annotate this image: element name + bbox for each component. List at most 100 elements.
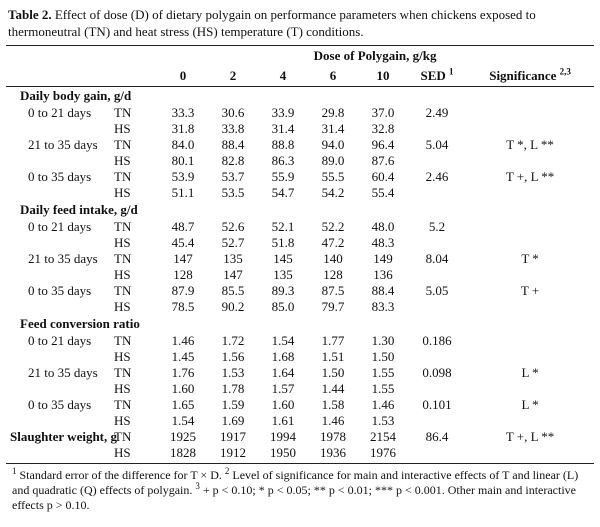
temperature-cell: TN <box>114 283 132 298</box>
table-row: 0 to 21 days TN 33.3 30.6 33.9 29.8 37.0 2.49 <box>6 105 594 121</box>
value-cell: 1.50 <box>321 365 345 380</box>
table-row: HS 1.54 1.69 1.61 1.46 1.53 <box>6 413 594 429</box>
value-cell: 1.53 <box>221 365 245 380</box>
value-cell: 1.60 <box>171 381 195 396</box>
value-cell: 1.54 <box>271 333 295 348</box>
value-cell: 128 <box>323 267 343 282</box>
sed-cell <box>408 185 466 201</box>
sed-cell <box>408 299 466 315</box>
value-cell: 60.4 <box>371 169 395 184</box>
value-cell: 128 <box>173 267 193 282</box>
value-cell: 1.54 <box>171 413 195 428</box>
value-cell: 1.44 <box>321 381 345 396</box>
table-document: Table 2. Effect of dose (D) of dietary p… <box>0 6 600 527</box>
temperature-cell: HS <box>114 153 131 168</box>
period-cell <box>6 121 114 137</box>
value-cell: 1.57 <box>271 381 295 396</box>
temperature-cell: TN <box>114 333 132 348</box>
caption-label: Table 2. <box>8 7 52 22</box>
table-row: 21 to 35 days TN 84.0 88.4 88.8 94.0 96.4 5.04 T… <box>6 137 594 153</box>
table-caption: Table 2. Effect of dose (D) of dietary p… <box>6 6 594 40</box>
performance-table: Dose of Polygain, g/kg 0 2 4 6 10 SED 1 … <box>6 46 595 462</box>
value-cell: 1.46 <box>321 413 345 428</box>
table-row: HS 31.8 33.8 31.4 31.4 32.8 <box>6 121 594 137</box>
value-cell: 1.55 <box>371 381 395 396</box>
value-cell: 1.77 <box>321 333 345 348</box>
value-cell: 82.8 <box>221 153 245 168</box>
bottom-rule <box>6 463 594 464</box>
value-cell: 53.5 <box>221 185 245 200</box>
significance-cell <box>466 445 594 461</box>
dose-header: Dose of Polygain, g/kg <box>313 48 437 63</box>
value-cell: 52.2 <box>321 219 345 234</box>
value-cell: 147 <box>173 251 193 266</box>
significance-cell: T +, L ** <box>505 429 555 444</box>
value-cell: 1936 <box>320 445 346 460</box>
section-header-row: Feed conversion ratio <box>6 315 594 333</box>
table-body: Daily body gain, g/d 0 to 21 days TN 33.3 30… <box>6 86 595 462</box>
value-cell: 54.7 <box>271 185 295 200</box>
significance-cell <box>466 267 594 283</box>
period-cell: 21 to 35 days <box>28 251 98 266</box>
sed-cell <box>408 413 466 429</box>
table-row: 0 to 35 days TN 53.9 53.7 55.9 55.5 60.4 2.46 T … <box>6 169 594 185</box>
sed-cell: 5.05 <box>425 283 449 298</box>
sed-cell: 86.4 <box>425 429 449 444</box>
value-cell: 145 <box>273 251 293 266</box>
temperature-cell: TN <box>114 397 132 412</box>
period-cell <box>6 185 114 201</box>
value-cell: 1.46 <box>371 397 395 412</box>
temperature-cell: HS <box>114 349 131 364</box>
value-cell: 52.7 <box>221 235 245 250</box>
significance-cell <box>466 381 594 397</box>
significance-cell <box>466 219 594 235</box>
significance-cell: T +, L ** <box>505 169 555 184</box>
period-cell: 0 to 35 days <box>28 283 92 298</box>
sed-cell: 0.186 <box>422 333 452 348</box>
value-cell: 1.45 <box>171 349 195 364</box>
value-cell: 33.3 <box>171 105 195 120</box>
significance-cell <box>466 185 594 201</box>
value-cell: 1994 <box>270 429 296 444</box>
top-rule <box>6 45 594 46</box>
value-cell: 94.0 <box>321 137 345 152</box>
sed-cell: 0.101 <box>422 397 452 412</box>
value-cell: 1.64 <box>271 365 295 380</box>
significance-cell <box>466 299 594 315</box>
significance-cell: L * <box>521 365 539 380</box>
sed-header: SED 1 <box>420 66 454 83</box>
sed-cell: 0.098 <box>422 365 452 380</box>
temperature-cell: TN <box>114 137 132 152</box>
value-cell: 88.4 <box>371 283 395 298</box>
significance-cell <box>466 235 594 251</box>
section-header-row: Daily body gain, g/d <box>6 86 595 105</box>
table-row: HS 1.45 1.56 1.68 1.51 1.50 <box>6 349 594 365</box>
dose-col-header: 2 <box>229 68 237 83</box>
table-row: 0 to 35 days TN 87.9 85.5 89.3 87.5 88.4 5.05 T … <box>6 283 594 299</box>
value-cell: 52.6 <box>221 219 245 234</box>
significance-header: Significance 2,3 <box>489 66 571 83</box>
value-cell: 79.7 <box>321 299 345 314</box>
value-cell: 1.72 <box>221 333 245 348</box>
table-row: 0 to 21 days TN 48.7 52.6 52.1 52.2 48.0 5.2 <box>6 219 594 235</box>
value-cell: 87.5 <box>321 283 345 298</box>
significance-cell: T *, L ** <box>506 137 554 152</box>
value-cell: 55.5 <box>321 169 345 184</box>
period-cell <box>6 153 114 169</box>
value-cell: 53.9 <box>171 169 195 184</box>
value-cell: 55.4 <box>371 185 395 200</box>
value-cell: 85.5 <box>221 283 245 298</box>
value-cell: 48.3 <box>371 235 395 250</box>
value-cell: 29.8 <box>321 105 345 120</box>
value-cell: 80.1 <box>171 153 195 168</box>
temperature-cell: TN <box>114 105 132 120</box>
sed-cell <box>408 349 466 365</box>
section-header-row: Daily feed intake, g/d <box>6 201 594 219</box>
value-cell: 149 <box>373 251 393 266</box>
table-row: HS 80.1 82.8 86.3 89.0 87.6 <box>6 153 594 169</box>
value-cell: 140 <box>323 251 343 266</box>
value-cell: 47.2 <box>321 235 345 250</box>
period-cell <box>6 299 114 315</box>
value-cell: 1917 <box>220 429 246 444</box>
value-cell: 1.59 <box>221 397 245 412</box>
